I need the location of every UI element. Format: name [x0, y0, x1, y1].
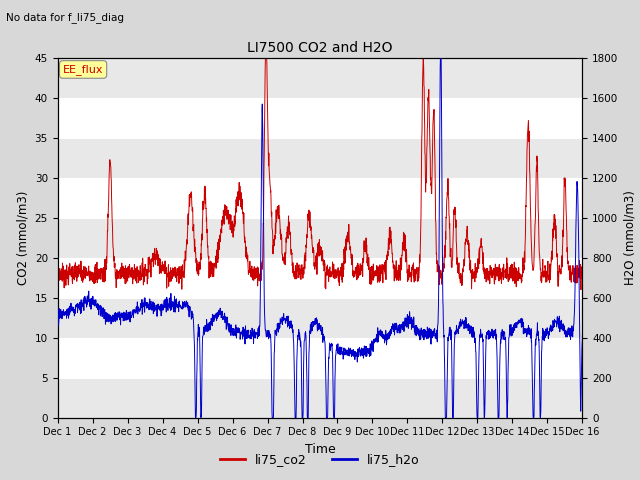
Bar [58, 217, 582, 258]
X-axis label: Time: Time [305, 443, 335, 456]
Bar [58, 138, 582, 178]
Y-axis label: H2O (mmol/m3): H2O (mmol/m3) [624, 190, 637, 285]
Bar [58, 298, 582, 337]
Text: No data for f_li75_diag: No data for f_li75_diag [6, 12, 124, 23]
Bar [58, 58, 582, 97]
Y-axis label: CO2 (mmol/m3): CO2 (mmol/m3) [16, 191, 29, 285]
Bar [58, 378, 582, 418]
Title: LI7500 CO2 and H2O: LI7500 CO2 and H2O [247, 41, 393, 55]
Text: EE_flux: EE_flux [63, 64, 103, 75]
Legend: li75_co2, li75_h2o: li75_co2, li75_h2o [215, 448, 425, 471]
